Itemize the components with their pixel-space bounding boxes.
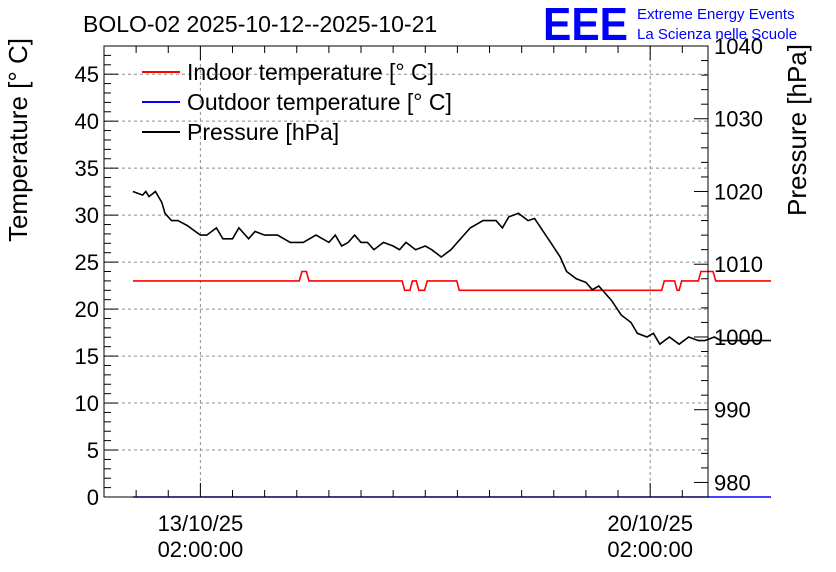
left-axis-tick-label: 20 bbox=[75, 297, 99, 322]
chart-title: BOLO-02 2025-10-12--2025-10-21 bbox=[83, 11, 437, 37]
legend: Indoor temperature [° C] Outdoor temperat… bbox=[142, 59, 452, 145]
series-line-pressure bbox=[132, 190, 771, 346]
legend-label: Indoor temperature [° C] bbox=[187, 59, 434, 85]
x-axis-tick-time: 02:00:00 bbox=[158, 537, 244, 562]
left-axis-tick-label: 10 bbox=[75, 391, 99, 416]
left-axis-tick-label: 45 bbox=[75, 62, 99, 87]
left-axis-tick-label: 40 bbox=[75, 109, 99, 134]
right-axis-tick-label: 980 bbox=[714, 470, 751, 495]
x-axis-tick-date: 20/10/25 bbox=[607, 511, 693, 536]
left-axis-tick-label: 0 bbox=[87, 485, 99, 510]
series-line-indoor-temperature bbox=[132, 270, 771, 292]
legend-label: Outdoor temperature [° C] bbox=[187, 89, 452, 115]
left-axis-tick-label: 25 bbox=[75, 250, 99, 275]
right-axis-tick-label: 1000 bbox=[714, 325, 763, 350]
grid bbox=[104, 46, 708, 497]
right-axis: 980 990 1000 1010 1020 1030 1040 bbox=[694, 34, 763, 498]
right-axis-tick-label: 1010 bbox=[714, 252, 763, 277]
logo-mark: EEE bbox=[543, 0, 628, 50]
left-axis-tick-label: 30 bbox=[75, 203, 99, 228]
logo: EEE Extreme Energy Events La Scienza nel… bbox=[543, 0, 797, 50]
y-axis-left-label: Temperature [° C] bbox=[3, 38, 33, 242]
right-axis-tick-label: 1040 bbox=[714, 34, 763, 59]
right-axis-tick-label: 1030 bbox=[714, 107, 763, 132]
x-axis-tick-time: 02:00:00 bbox=[607, 537, 693, 562]
right-axis-tick-label: 1020 bbox=[714, 179, 763, 204]
left-axis-tick-label: 15 bbox=[75, 344, 99, 369]
logo-line2: La Scienza nelle Scuole bbox=[637, 26, 797, 43]
logo-line1: Extreme Energy Events bbox=[637, 6, 795, 23]
legend-label: Pressure [hPa] bbox=[187, 119, 339, 145]
left-axis-tick-label: 35 bbox=[75, 156, 99, 181]
x-axis-tick-date: 13/10/25 bbox=[158, 511, 244, 536]
y-axis-right-label: Pressure [hPa] bbox=[782, 44, 812, 216]
left-axis: 0 5 10 15 20 25 30 35 40 45 bbox=[75, 45, 118, 510]
right-axis-tick-label: 990 bbox=[714, 398, 751, 423]
left-axis-tick-label: 5 bbox=[87, 438, 99, 463]
